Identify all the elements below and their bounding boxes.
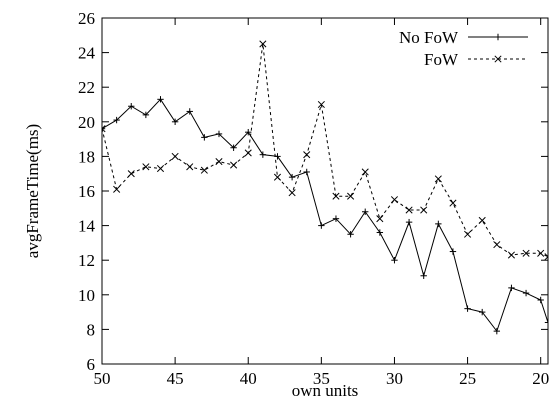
data-point-no-fow [318,222,325,229]
data-point-no-fow [544,319,548,326]
data-point-no-fow [493,327,501,335]
legend-item-no-fow: No FoW [399,28,528,47]
series-fow [102,40,548,261]
series-line-fow [102,43,548,258]
data-point-fow [507,251,515,259]
data-point-fow [434,175,442,183]
data-point-fow [142,163,150,171]
data-point-no-fow [245,128,252,136]
data-point-fow [493,241,501,249]
y-tick-label: 20 [78,113,95,132]
y-tick-label: 10 [78,286,95,305]
data-point-fow [478,216,486,224]
data-point-fow [317,100,325,109]
y-tick-label: 12 [78,251,95,270]
data-point-no-fow [142,111,150,119]
data-point-no-fow [113,116,120,124]
axes: 50 45 40 35 30 25 20 6 8 10 12 14 16 18 20 22 24 26 [78,9,549,388]
legend-label-fow: FoW [424,50,459,69]
data-point-fow [464,230,472,238]
data-point-fow [390,196,399,204]
data-point-no-fow [405,218,413,226]
data-point-fow [156,164,165,173]
data-point-fow [200,166,208,174]
data-point-fow [522,249,530,257]
x-tick-label: 40 [240,369,257,388]
x-tick-label: 35 [313,369,330,388]
y-tick-label: 14 [78,217,96,236]
legend-marker-no-fow [494,33,502,41]
data-point-fow [420,206,428,214]
data-point-no-fow [332,215,340,222]
data-point-fow [332,192,340,200]
legend-marker-fow [494,55,502,63]
data-point-no-fow [508,284,515,292]
series-layer [102,40,548,335]
x-tick-label: 25 [459,369,476,388]
y-tick-label: 6 [87,355,96,374]
legend-item-fow: FoW [424,50,528,69]
x-tick-label: 20 [532,369,549,388]
data-point-no-fow [376,229,384,236]
data-point-fow [288,189,296,197]
legend-label-no-fow: No FoW [399,28,459,47]
y-tick-label: 16 [78,182,95,201]
data-point-fow [215,158,223,166]
data-point-no-fow [537,296,544,304]
data-point-fow [171,152,179,160]
data-point-fow [449,199,457,207]
data-point-fow [186,163,194,171]
data-point-fow [537,249,545,257]
data-point-fow [273,173,282,181]
legend: No FoW FoW [399,28,528,69]
series-line-no-fow [102,98,548,333]
data-point-no-fow [449,248,457,255]
data-point-no-fow [464,305,471,312]
data-point-no-fow [230,144,237,151]
data-point-fow [244,149,252,157]
y-tick-label: 26 [78,9,95,28]
data-point-no-fow [259,151,267,158]
y-tick-label: 8 [87,320,96,339]
y-tick-label: 24 [78,44,96,63]
data-point-no-fow [420,272,427,279]
data-point-no-fow [362,208,369,215]
data-point-fow [376,215,384,223]
data-point-no-fow [186,108,193,115]
x-tick-label: 45 [167,369,184,388]
data-point-fow [102,125,106,133]
x-tick-label: 50 [94,369,111,388]
data-point-fow [405,206,413,214]
data-point-fow [544,253,548,261]
data-point-no-fow [171,118,179,125]
series-no-fow [102,96,548,335]
data-point-no-fow [522,289,530,297]
data-point-fow [361,168,369,176]
data-point-no-fow [478,308,486,316]
data-point-no-fow [391,257,398,264]
data-point-fow [230,161,238,169]
y-tick-label: 22 [78,78,95,97]
data-point-no-fow [201,134,208,141]
data-point-no-fow [215,130,223,138]
y-tick-label: 18 [78,147,95,166]
data-point-no-fow [128,103,135,110]
data-point-no-fow [157,96,164,103]
data-point-fow [259,40,267,48]
x-tick-label: 30 [386,369,403,388]
x-axis-title: own units [292,381,359,400]
data-point-fow [303,151,311,159]
data-point-no-fow [303,168,310,176]
data-point-no-fow [102,125,106,132]
data-point-no-fow [435,220,442,228]
data-point-no-fow [288,173,296,181]
y-axis-title: avgFrameTime(ms) [23,124,42,258]
data-point-no-fow [347,231,354,238]
data-point-fow [113,185,121,193]
data-point-fow [127,170,135,178]
data-point-fow [347,192,355,200]
